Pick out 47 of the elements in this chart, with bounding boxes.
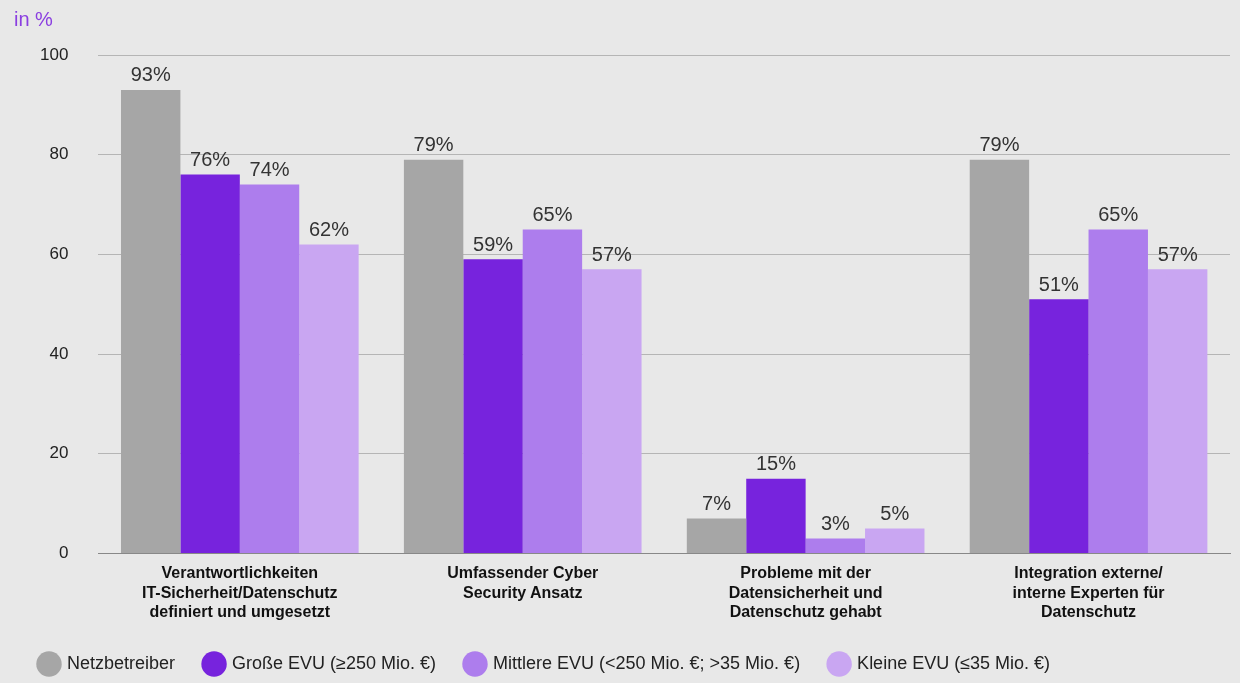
y-tick-label: 40: [49, 343, 69, 363]
data-label: 57%: [591, 242, 633, 265]
bar: [582, 269, 642, 553]
x-tick-label: Umfassender Cyber Security Ansatz: [447, 564, 599, 601]
legend-label: Kleine EVU (≤35 Mio. €): [857, 652, 1051, 673]
x-tick-label: Verantwortlichkeiten IT-Sicherheit/Datenschutz definiert und umgesetzt: [142, 564, 338, 620]
data-label: 57%: [1157, 242, 1198, 265]
data-label: 15%: [755, 452, 797, 475]
data-label: 62%: [308, 217, 350, 240]
data-label: 65%: [532, 202, 573, 225]
bar: [865, 528, 925, 553]
y-tick-label: 80: [49, 144, 69, 164]
data-label: 65%: [1098, 202, 1139, 225]
data-label: 79%: [413, 133, 454, 156]
legend-label: Netzbetreiber: [67, 652, 176, 673]
data-label: 5%: [880, 502, 910, 524]
bar: [1029, 299, 1089, 553]
data-label: 76%: [190, 148, 231, 171]
legend-label: Mittlere EVU (<250 Mio. €; >35 Mio. €): [492, 652, 801, 673]
y-tick-label: 100: [39, 44, 69, 64]
bar: [180, 174, 240, 553]
data-label: 3%: [820, 511, 851, 534]
bar: [1147, 269, 1208, 553]
bar: [1088, 229, 1148, 553]
bar: [746, 478, 806, 553]
bar: [403, 159, 464, 553]
y-axis-title: in %: [14, 8, 53, 31]
bar: [522, 229, 583, 553]
x-tick-label: Integration externe/ interne Experten für Datenschutz: [1012, 564, 1165, 620]
bar: [121, 89, 181, 553]
legend-label: Große EVU (≥250 Mio. €): [232, 652, 437, 673]
data-label: 59%: [473, 232, 514, 255]
bar: [805, 538, 866, 553]
y-tick-label: 20: [49, 443, 69, 463]
data-label: 74%: [249, 158, 290, 181]
data-label: 7%: [702, 492, 732, 515]
bar: [463, 259, 523, 553]
data-label: 79%: [979, 133, 1020, 156]
x-tick-label: Probleme mit der Datensicherheit und Datenschutz gehabt: [728, 564, 883, 620]
data-label: 51%: [1038, 272, 1080, 295]
bar: [686, 518, 747, 553]
bar: [969, 159, 1030, 553]
bar: [239, 184, 300, 553]
y-tick-label: 60: [49, 244, 69, 264]
data-label: 93%: [130, 63, 171, 86]
bar: [299, 244, 359, 553]
y-tick-label: 0: [58, 543, 69, 563]
